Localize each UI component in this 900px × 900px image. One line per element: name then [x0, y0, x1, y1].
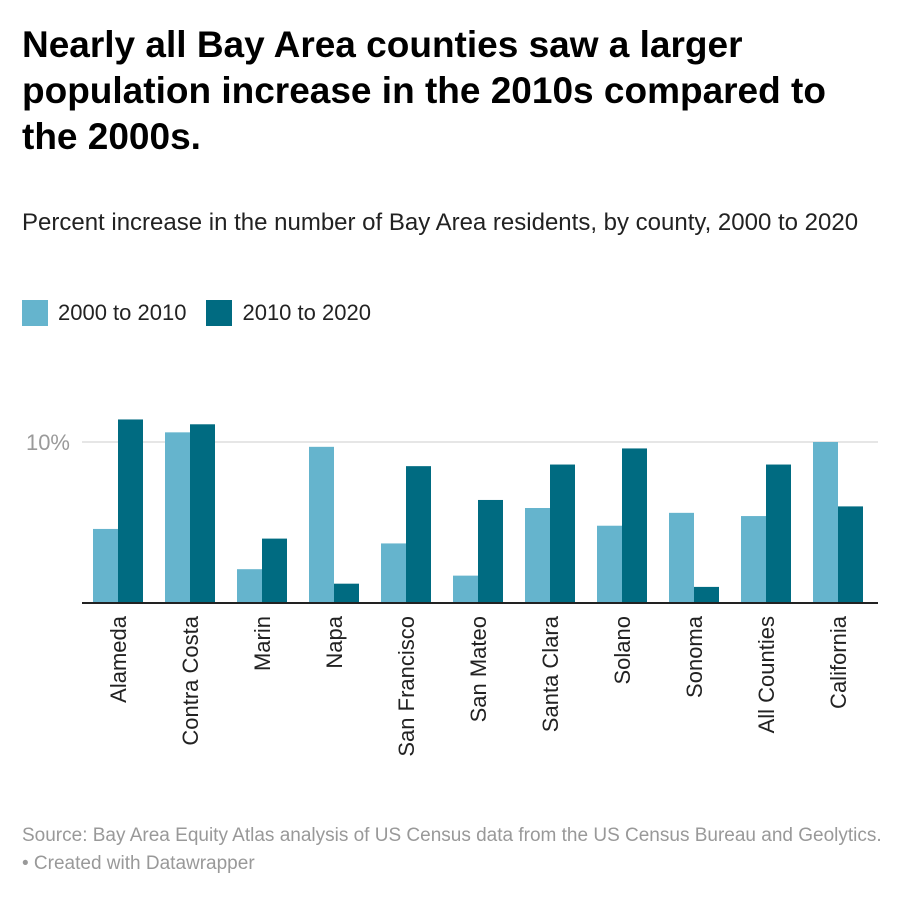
bar-2000-2010	[741, 516, 766, 603]
bar-2000-2010	[309, 446, 334, 603]
bar-2010-2020	[406, 466, 431, 603]
x-tick-label: San Mateo	[466, 616, 491, 722]
x-tick-label: Sonoma	[682, 615, 707, 698]
chart-title: Nearly all Bay Area counties saw a large…	[22, 24, 826, 157]
bar-2000-2010	[669, 512, 694, 603]
x-tick-label: Santa Clara	[538, 615, 563, 732]
legend-item-2010-2020: 2010 to 2020	[206, 300, 371, 326]
bar-2010-2020	[190, 424, 215, 603]
bar-2010-2020	[118, 419, 143, 603]
bar-2000-2010	[165, 432, 190, 603]
bar-2000-2010	[93, 528, 118, 603]
bar-2010-2020	[622, 448, 647, 603]
bar-2000-2010	[813, 442, 838, 603]
x-tick-label: All Counties	[754, 616, 779, 733]
x-tick-label: San Francisco	[394, 616, 419, 757]
bar-2000-2010	[237, 569, 262, 603]
bar-2000-2010	[597, 525, 622, 603]
bar-2010-2020	[550, 464, 575, 603]
bar-2000-2010	[453, 575, 478, 603]
source-note: Source: Bay Area Equity Atlas analysis o…	[22, 825, 882, 874]
bar-2010-2020	[766, 464, 791, 603]
legend-item-2000-2010: 2000 to 2010	[22, 300, 186, 326]
x-tick-label: Contra Costa	[178, 615, 203, 745]
legend: 2000 to 2010 2010 to 2020	[22, 300, 391, 326]
legend-label: 2000 to 2010	[58, 300, 187, 325]
bar-2010-2020	[478, 499, 503, 603]
bar-2000-2010	[381, 543, 406, 603]
x-tick-label: Solano	[610, 616, 635, 685]
legend-swatch	[22, 300, 48, 326]
bar-2010-2020	[262, 538, 287, 603]
bar-2010-2020	[838, 506, 863, 603]
legend-label: 2010 to 2020	[242, 300, 371, 325]
y-tick-label: 10%	[26, 430, 70, 455]
chart-subtitle: Percent increase in the number of Bay Ar…	[22, 209, 859, 236]
x-tick-label: Marin	[250, 616, 275, 671]
bar-2010-2020	[334, 583, 359, 603]
bar-2000-2010	[525, 508, 550, 603]
x-tick-label: California	[826, 615, 851, 709]
legend-swatch	[206, 300, 233, 326]
x-tick-label: Alameda	[106, 615, 131, 703]
x-tick-label: Napa	[322, 615, 347, 668]
bar-2010-2020	[694, 586, 719, 603]
